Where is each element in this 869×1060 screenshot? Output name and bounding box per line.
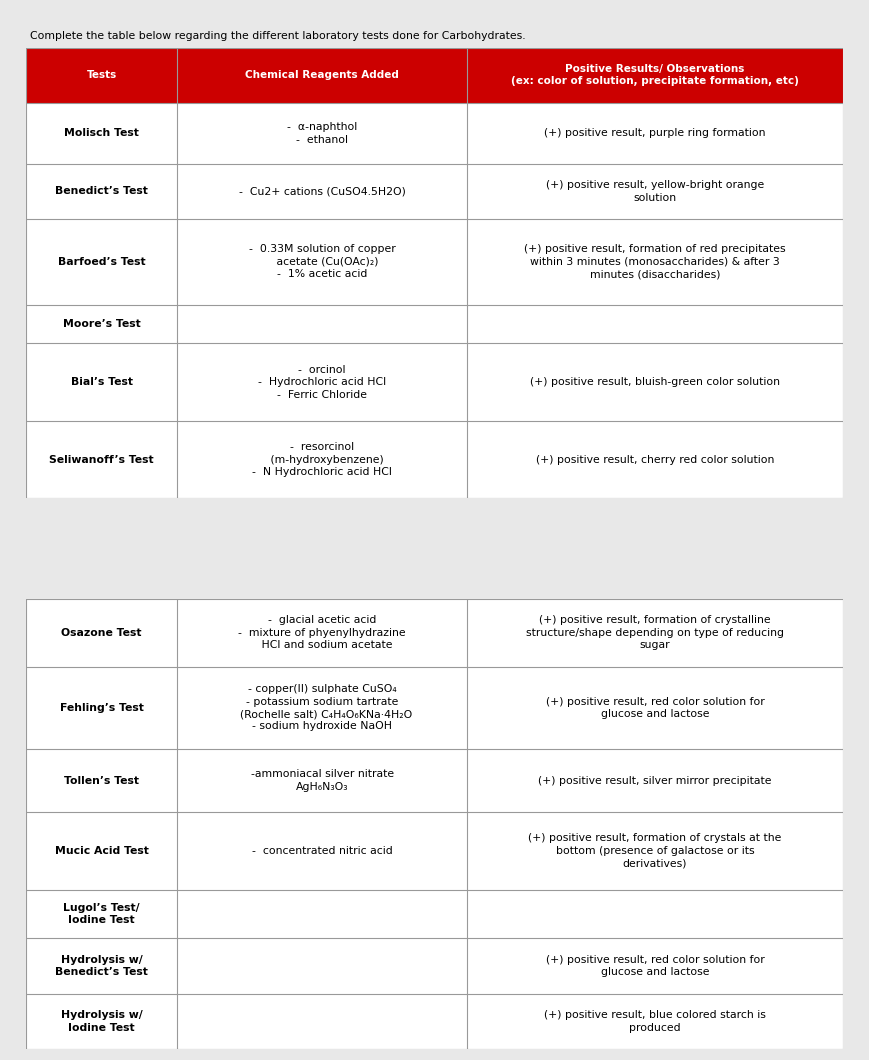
Bar <box>26 421 843 498</box>
Text: (+) positive result, formation of red precipitates
within 3 minutes (monosacchar: (+) positive result, formation of red pr… <box>524 245 786 279</box>
Text: Tests: Tests <box>87 70 116 81</box>
Text: -  orcinol
-  Hydrochloric acid HCl
-  Ferric Chloride: - orcinol - Hydrochloric acid HCl - Ferr… <box>258 365 386 400</box>
Text: (+) positive result, yellow-bright orange
solution: (+) positive result, yellow-bright orang… <box>546 180 764 202</box>
Text: -  concentrated nitric acid: - concentrated nitric acid <box>252 846 393 855</box>
Bar <box>26 48 843 103</box>
Bar <box>26 164 843 219</box>
Text: (+) positive result, purple ring formation: (+) positive result, purple ring formati… <box>544 128 766 139</box>
Text: -  glacial acetic acid
-  mixture of phyenylhydrazine
   HCl and sodium acetate: - glacial acetic acid - mixture of phyen… <box>238 616 406 650</box>
Bar <box>26 219 843 304</box>
Text: Osazone Test: Osazone Test <box>62 628 142 638</box>
Text: -  0.33M solution of copper
   acetate (Cu(OAc)₂)
-  1% acetic acid: - 0.33M solution of copper acetate (Cu(O… <box>249 245 395 279</box>
Text: (+) positive result, silver mirror precipitate: (+) positive result, silver mirror preci… <box>538 776 772 785</box>
Bar <box>26 103 843 164</box>
Text: Hydrolysis w/
Benedict’s Test: Hydrolysis w/ Benedict’s Test <box>56 955 148 977</box>
Text: -  α-naphthol
-  ethanol: - α-naphthol - ethanol <box>287 122 357 144</box>
Text: (+) positive result, red color solution for
glucose and lactose: (+) positive result, red color solution … <box>546 955 765 977</box>
Text: (+) positive result, formation of crystals at the
bottom (presence of galactose : (+) positive result, formation of crysta… <box>528 833 782 868</box>
Bar <box>26 889 843 938</box>
Text: Moore’s Test: Moore’s Test <box>63 319 141 329</box>
Text: Chemical Reagents Added: Chemical Reagents Added <box>245 70 399 81</box>
Text: (+) positive result, cherry red color solution: (+) positive result, cherry red color so… <box>536 455 774 464</box>
Bar <box>26 667 843 749</box>
Text: Fehling’s Test: Fehling’s Test <box>60 703 143 713</box>
Text: Bial’s Test: Bial’s Test <box>70 377 133 387</box>
Bar <box>26 938 843 993</box>
Text: - copper(II) sulphate CuSO₄
- potassium sodium tartrate
  (Rochelle salt) C₄H₄O₆: - copper(II) sulphate CuSO₄ - potassium … <box>233 685 412 731</box>
Text: -  Cu2+ cations (CuSO4.5H2O): - Cu2+ cations (CuSO4.5H2O) <box>239 187 406 196</box>
Text: Complete the table below regarding the different laboratory tests done for Carbo: Complete the table below regarding the d… <box>30 31 526 40</box>
Text: Molisch Test: Molisch Test <box>64 128 139 139</box>
Bar <box>26 812 843 889</box>
Bar <box>26 993 843 1049</box>
Text: Seliwanoff’s Test: Seliwanoff’s Test <box>50 455 154 464</box>
Bar <box>26 599 843 667</box>
Text: -  resorcinol
   (m-hydroxybenzene)
-  N Hydrochloric acid HCl: - resorcinol (m-hydroxybenzene) - N Hydr… <box>252 442 392 477</box>
Text: (+) positive result, formation of crystalline
structure/shape depending on type : (+) positive result, formation of crysta… <box>526 616 784 650</box>
Bar <box>26 749 843 812</box>
Text: Lugol’s Test/
Iodine Test: Lugol’s Test/ Iodine Test <box>63 902 140 925</box>
Bar <box>26 343 843 421</box>
Text: (+) positive result, bluish-green color solution: (+) positive result, bluish-green color … <box>530 377 780 387</box>
Text: Positive Results/ Observations
(ex: color of solution, precipitate formation, et: Positive Results/ Observations (ex: colo… <box>511 65 799 86</box>
Bar <box>26 304 843 343</box>
Text: -ammoniacal silver nitrate
AgH₆N₃O₃: -ammoniacal silver nitrate AgH₆N₃O₃ <box>250 770 394 792</box>
Text: Mucic Acid Test: Mucic Acid Test <box>55 846 149 855</box>
Text: Barfoed’s Test: Barfoed’s Test <box>58 257 145 267</box>
Text: Hydrolysis w/
Iodine Test: Hydrolysis w/ Iodine Test <box>61 1010 143 1032</box>
Text: (+) positive result, blue colored starch is
produced: (+) positive result, blue colored starch… <box>544 1010 766 1032</box>
Text: (+) positive result, red color solution for
glucose and lactose: (+) positive result, red color solution … <box>546 696 765 719</box>
Text: Tollen’s Test: Tollen’s Test <box>64 776 139 785</box>
Text: Benedict’s Test: Benedict’s Test <box>56 187 148 196</box>
